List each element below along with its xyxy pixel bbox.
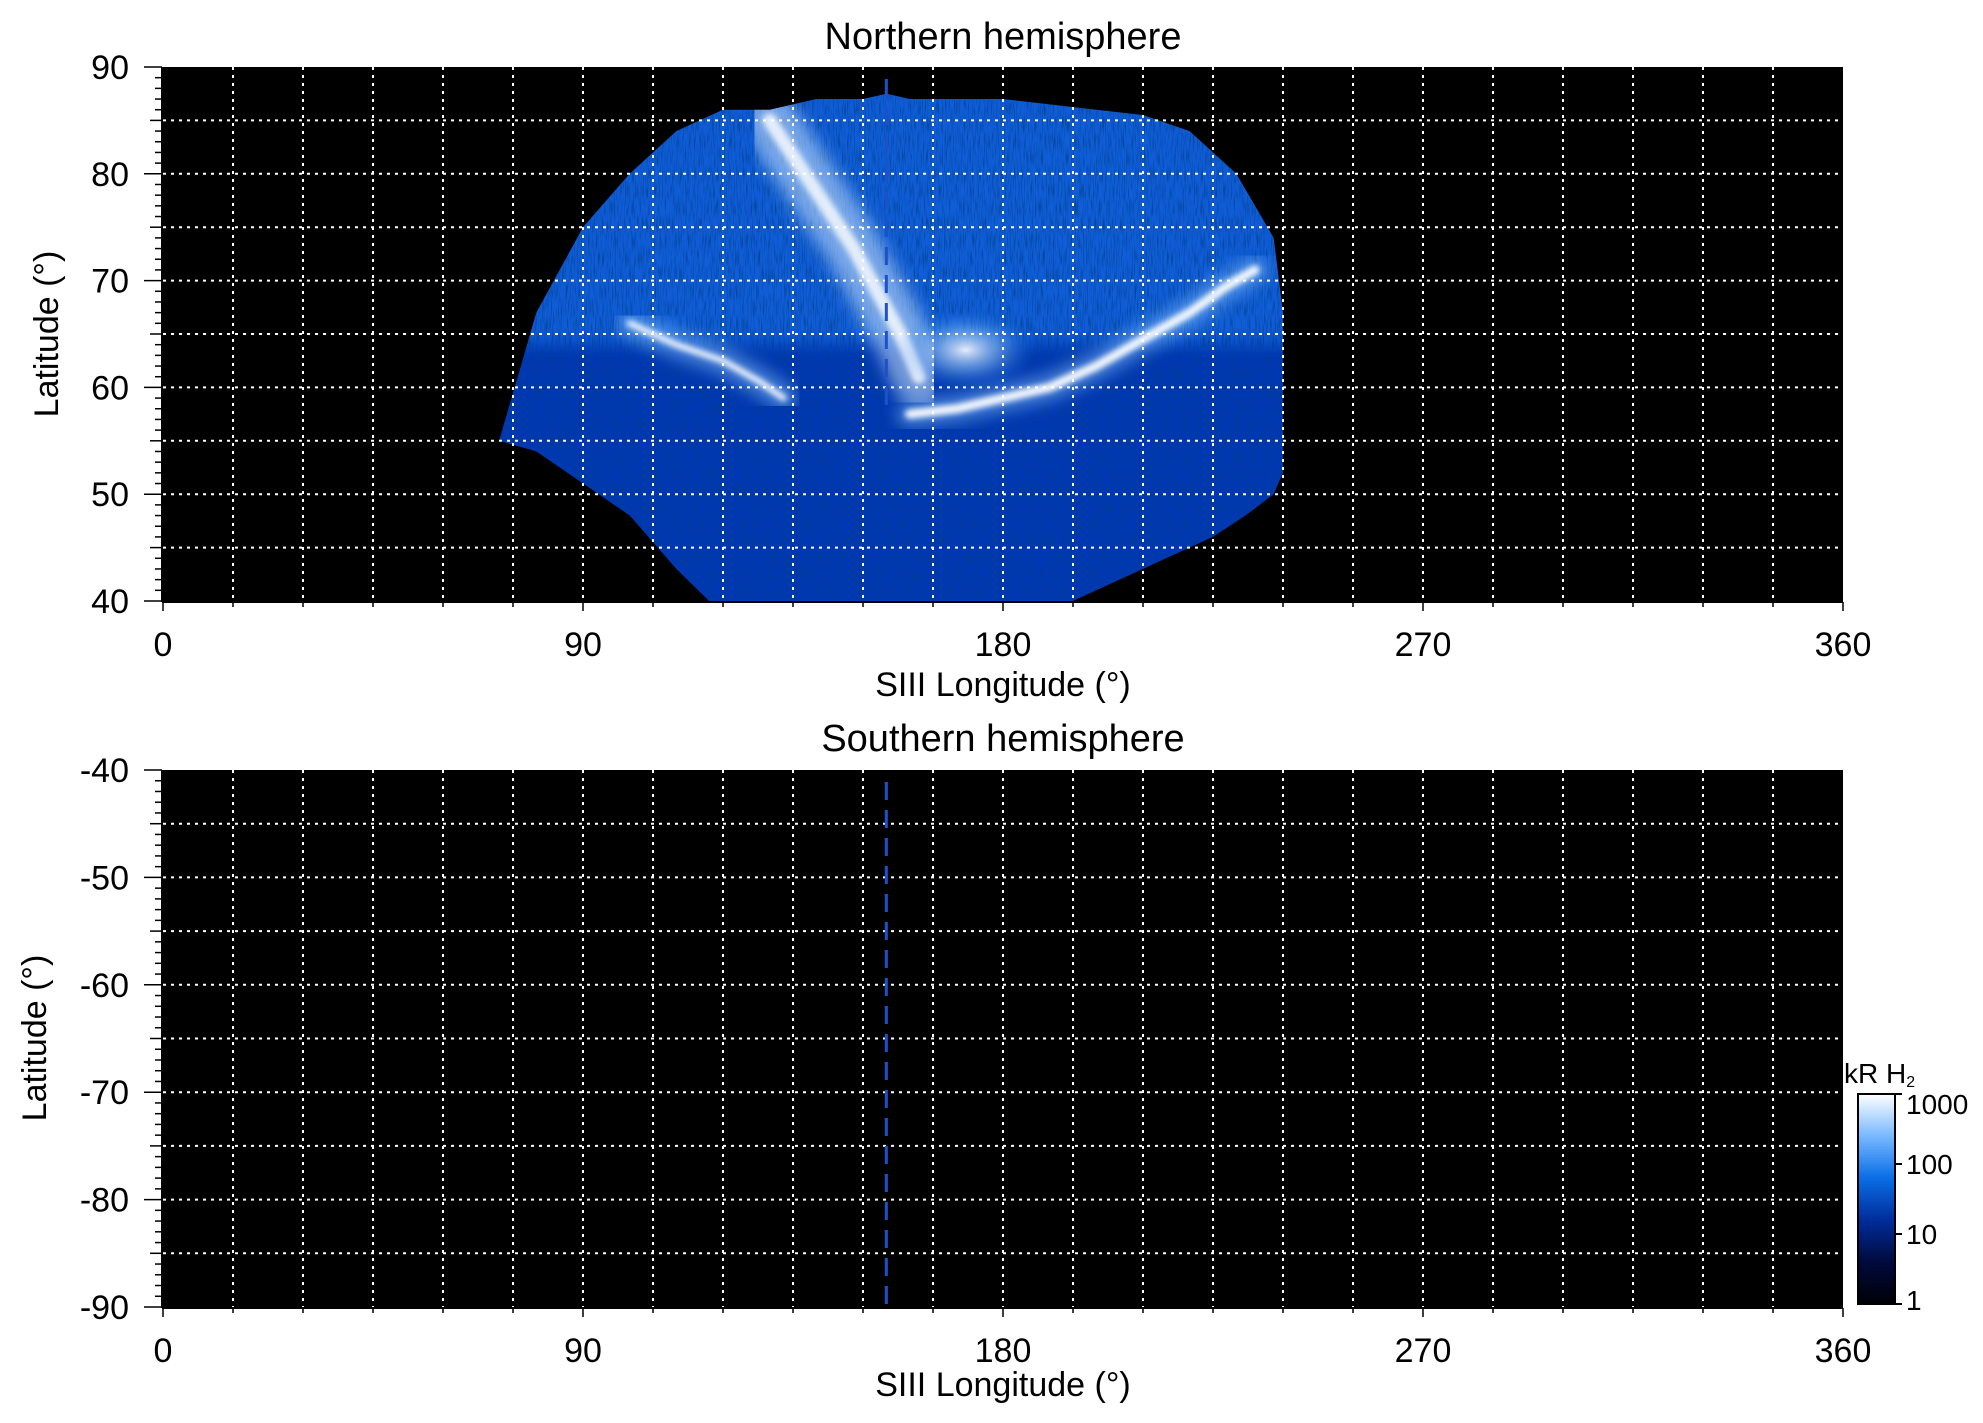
y-tick-label: 80: [91, 156, 129, 194]
panel-title: Northern hemisphere: [825, 16, 1182, 58]
y-tick-label: 60: [91, 369, 129, 407]
colorbar-tick-label: 1: [1906, 1285, 1922, 1316]
x-axis-label: SIII Longitude (°): [875, 1366, 1131, 1404]
y-tick-label: -40: [80, 752, 129, 790]
colorbar-label-subscript: 2: [1906, 1074, 1915, 1091]
colorbar-bar: [1857, 1093, 1896, 1305]
y-tick-label: 70: [91, 263, 129, 301]
y-tick-label: -50: [80, 859, 129, 897]
x-tick-label: 180: [975, 1332, 1032, 1370]
x-tick-label: 0: [154, 626, 173, 664]
southern-hemisphere-panel: Southern hemisphere -40 -50 -60 -70 -80 -90 0 9…: [16, 718, 1871, 1404]
colorbar: kR H2 1000 100 10 1: [1844, 1058, 1968, 1316]
y-axis-label: Latitude (°): [16, 955, 54, 1122]
y-axis-label: Latitude (°): [28, 251, 66, 418]
colorbar-tick-label: 1000: [1906, 1089, 1968, 1120]
y-tick-label: -70: [80, 1074, 129, 1112]
main-oval: [626, 320, 787, 402]
x-tick-label: 270: [1395, 626, 1452, 664]
colorbar-tick-label: 10: [1906, 1219, 1937, 1250]
y-tick-label: -60: [80, 967, 129, 1005]
y-tick-label: 90: [91, 49, 129, 87]
x-tick-label: 360: [1815, 626, 1872, 664]
y-tick-label: -80: [80, 1182, 129, 1220]
x-tick-label: 90: [564, 1332, 602, 1370]
x-tick-label: 180: [975, 626, 1032, 664]
colorbar-ticks: 1000 100 10 1: [1895, 1089, 1968, 1316]
bright-spot: [895, 310, 1036, 391]
y-tick-label: -90: [80, 1289, 129, 1327]
grid-lines: [163, 67, 1843, 601]
colorbar-label-main: kR H: [1844, 1058, 1906, 1089]
main-oval: [905, 265, 1260, 419]
panel-title: Southern hemisphere: [821, 718, 1184, 760]
axes: 40 50 60 70 80 90 0 90 180 270 360: [91, 49, 1871, 664]
y-tick-label: 50: [91, 476, 129, 514]
x-tick-label: 90: [564, 626, 602, 664]
grid-lines: [163, 770, 1843, 1307]
colorbar-tick-label: 100: [1906, 1149, 1953, 1180]
colorbar-label: kR H2: [1844, 1058, 1915, 1091]
x-tick-label: 360: [1815, 1332, 1872, 1370]
y-tick-label: 40: [91, 583, 129, 621]
x-tick-label: 270: [1395, 1332, 1452, 1370]
axes: -40 -50 -60 -70 -80 -90 0 90 180 270 360: [80, 752, 1872, 1370]
northern-hemisphere-panel: Northern hemisphere 40 50 60 70 80 90 0 90 180 27…: [28, 16, 1871, 704]
x-axis-label: SIII Longitude (°): [875, 666, 1131, 704]
x-tick-label: 0: [154, 1332, 173, 1370]
